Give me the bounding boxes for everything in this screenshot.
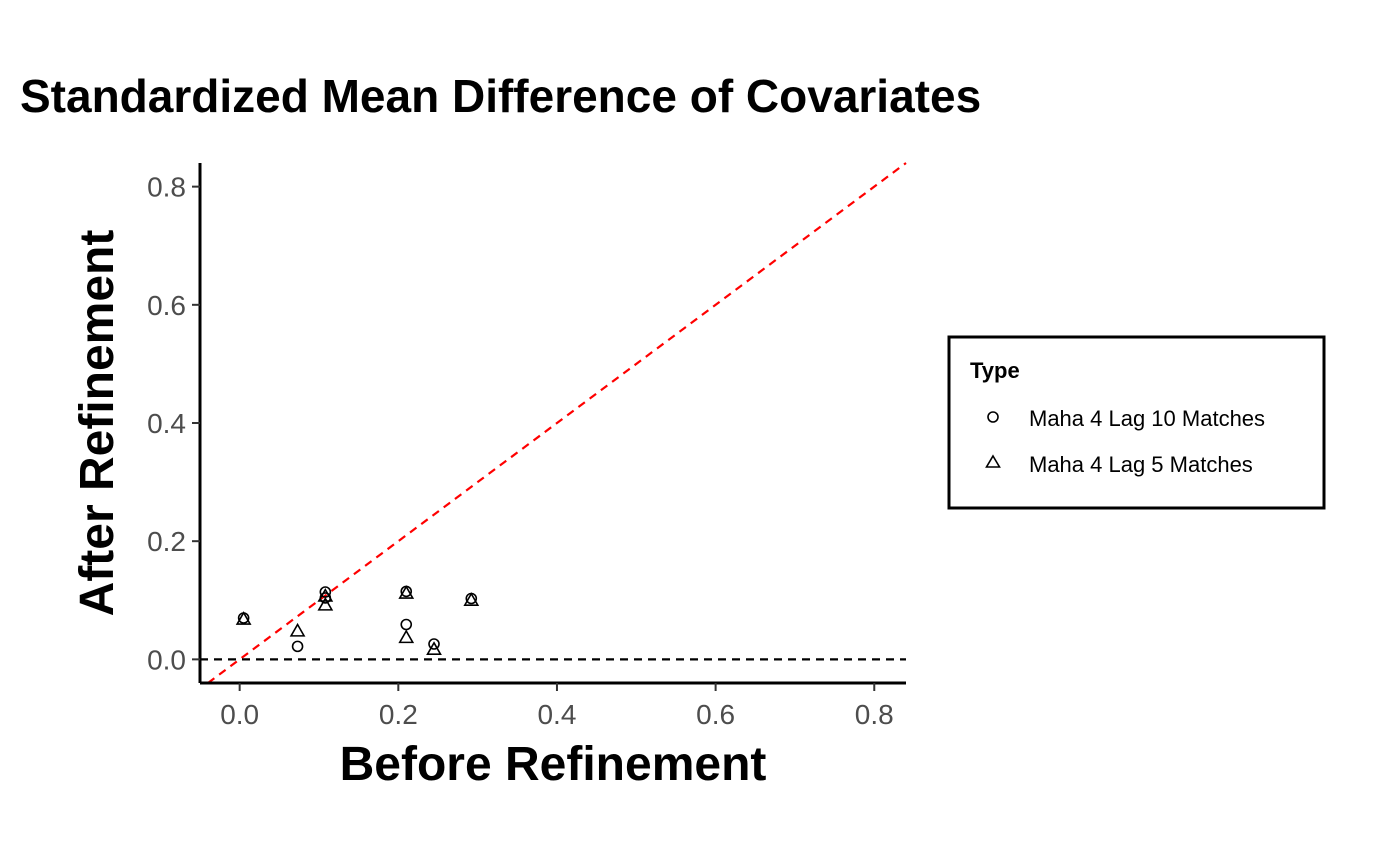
legend-label-lag10: Maha 4 Lag 10 Matches (1029, 406, 1265, 431)
x-tick-label-2: 0.4 (537, 699, 576, 730)
chart-title: Standardized Mean Difference of Covariat… (20, 70, 981, 122)
y-axis-title: After Refinement (71, 230, 124, 617)
point-lag5-5 (398, 629, 415, 644)
legend-box (947, 335, 1326, 510)
point-lag10-5 (400, 618, 413, 631)
legend-key-circle-icon (987, 411, 999, 423)
point-lag5-6 (426, 641, 442, 655)
point-lag5-7 (463, 592, 480, 606)
y-tick-label-3: 0.6 (147, 290, 186, 321)
point-lag10-1 (291, 640, 304, 653)
point-lag5-3 (317, 596, 334, 611)
y-tick-label-1: 0.2 (147, 526, 186, 557)
legend: Type Maha 4 Lag 10 Matches Maha 4 Lag 5 … (947, 335, 1326, 510)
point-lag5-4 (398, 585, 415, 599)
y-tick-label-0: 0.0 (147, 644, 186, 675)
point-lag5-0 (235, 611, 252, 625)
legend-title: Type (970, 358, 1020, 383)
point-lag10-6 (428, 638, 440, 650)
x-axis-title: Before Refinement (340, 738, 767, 791)
point-lag5-2 (317, 588, 334, 602)
point-lag5-1 (289, 622, 306, 637)
x-tick-label-0: 0.0 (220, 699, 259, 730)
y-tick-label-2: 0.4 (147, 408, 186, 439)
x-tick-label-3: 0.6 (696, 699, 735, 730)
legend-key-triangle-icon (985, 454, 1001, 468)
y-tick-label-4: 0.8 (147, 172, 186, 203)
legend-label-lag5: Maha 4 Lag 5 Matches (1029, 452, 1253, 477)
identity-reference-line (207, 162, 907, 684)
x-tick-label-1: 0.2 (379, 699, 418, 730)
x-tick-label-4: 0.8 (855, 699, 894, 730)
